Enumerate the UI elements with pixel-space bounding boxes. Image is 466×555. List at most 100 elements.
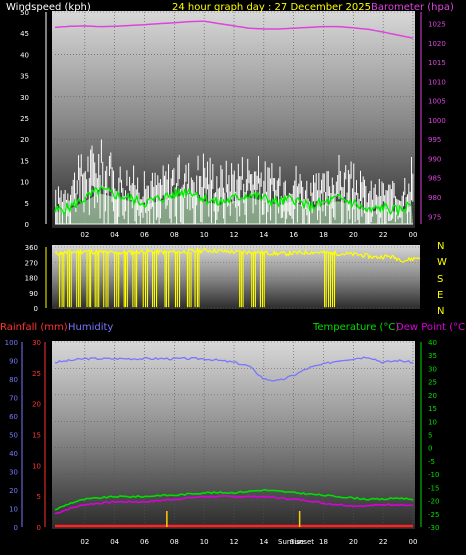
temperature-label: Temperature (°C): [312, 322, 399, 333]
humidity-tick-label: 10: [9, 506, 18, 514]
rain-tick-label: 15: [32, 432, 41, 440]
humidity-tick-label: 70: [9, 395, 18, 403]
baro-tick-label: 1000: [428, 117, 446, 125]
temperature-tick-label: -15: [428, 484, 439, 492]
wind-tick-label: 0: [25, 221, 29, 229]
x-tick-label: 10: [200, 538, 209, 546]
direction-tick-label: 270: [25, 259, 38, 267]
direction-tick-label: 90: [29, 290, 38, 298]
rain-tick-label: 20: [32, 401, 41, 409]
x-tick-label: 08: [170, 231, 179, 239]
temperature-tick-label: 5: [428, 432, 432, 440]
direction-panel-background: [52, 245, 420, 309]
x-tick-label: 22: [379, 538, 388, 546]
x-tick-label: 00: [409, 231, 418, 239]
rain-tick-label: 10: [32, 462, 41, 470]
compass-n-bottom: N: [437, 306, 444, 317]
temperature-tick-label: -30: [428, 524, 439, 532]
humidity-line: [55, 356, 414, 382]
baro-tick-label: 975: [428, 213, 441, 221]
temperature-tick-label: 10: [428, 418, 437, 426]
x-tick-label: 18: [319, 538, 328, 546]
compass-w: W: [437, 257, 447, 268]
x-tick-label: 06: [140, 231, 149, 239]
humidity-tick-label: 60: [9, 413, 18, 421]
baro-tick-label: 1005: [428, 98, 446, 106]
wind-tick-label: 25: [20, 115, 29, 123]
wind-tick-label: 30: [20, 94, 29, 102]
temperature-tick-label: 30: [428, 365, 437, 373]
barometer-label: Barometer (hpa): [371, 2, 454, 13]
rain-tick-label: 25: [32, 370, 41, 378]
x-tick-label: 12: [230, 231, 239, 239]
dewpoint-label: Dew Point (°C): [396, 322, 466, 333]
humidity-tick-label: 30: [9, 469, 18, 477]
sunrise-label: Sunrise: [278, 538, 304, 546]
humidity-tick-label: 100: [5, 339, 18, 347]
temperature-tick-label: 15: [428, 405, 437, 413]
temperature-tick-label: -5: [428, 458, 435, 466]
x-tick-label: 12: [230, 538, 239, 546]
temperature-tick-label: -20: [428, 498, 439, 506]
baro-tick-label: 985: [428, 175, 441, 183]
wind-direction-line: [54, 247, 421, 263]
wind-average-line: [54, 184, 412, 216]
wind-tick-label: 45: [20, 30, 29, 38]
humidity-tick-label: 80: [9, 376, 18, 384]
temperature-tick-label: 25: [428, 379, 437, 387]
humidity-tick-label: 90: [9, 358, 18, 366]
dewpoint-line: [54, 495, 414, 515]
temperature-tick-label: -25: [428, 511, 439, 519]
wind-tick-label: 15: [20, 157, 29, 165]
compass-e: E: [437, 290, 443, 301]
baro-tick-label: 1025: [428, 21, 446, 29]
wind-tick-label: 5: [25, 200, 29, 208]
temperature-line: [54, 488, 414, 511]
x-tick-label: 20: [349, 538, 358, 546]
wind-gust-spikes: [55, 139, 414, 224]
x-tick-label: 20: [349, 231, 358, 239]
direction-tick-label: 0: [34, 305, 38, 313]
direction-tick-label: 360: [25, 244, 38, 252]
x-tick-label: 18: [319, 231, 328, 239]
x-tick-label: 02: [80, 231, 89, 239]
rain-tick-label: 5: [37, 493, 41, 501]
wind-tick-label: 35: [20, 73, 29, 81]
x-tick-label: 08: [170, 538, 179, 546]
x-tick-label: 10: [200, 231, 209, 239]
baro-tick-label: 1020: [428, 40, 446, 48]
temperature-tick-label: 35: [428, 352, 437, 360]
temperature-tick-label: 20: [428, 392, 437, 400]
temperature-tick-label: 40: [428, 339, 437, 347]
windspeed-label: Windspeed (kph): [6, 2, 91, 13]
compass-s: S: [437, 274, 443, 285]
x-tick-label: 00: [409, 538, 418, 546]
baro-tick-label: 995: [428, 136, 441, 144]
rain-tick-label: 30: [32, 339, 41, 347]
humidity-label: Humidity: [68, 322, 113, 333]
graph-title: 24 hour graph day : 27 December 2025: [172, 2, 371, 13]
wind-tick-label: 50: [20, 9, 29, 17]
humidity-tick-label: 40: [9, 450, 18, 458]
temperature-tick-label: 0: [428, 445, 432, 453]
temperature-tick-label: -10: [428, 471, 439, 479]
x-tick-label: 02: [80, 538, 89, 546]
baro-tick-label: 1010: [428, 78, 446, 86]
x-tick-label: 14: [259, 538, 268, 546]
direction-tick-label: 180: [25, 275, 38, 283]
humidity-tick-label: 0: [14, 524, 18, 532]
baro-tick-label: 990: [428, 155, 441, 163]
wind-base-area: [55, 193, 413, 224]
x-tick-label: 22: [379, 231, 388, 239]
baro-tick-label: 1015: [428, 59, 446, 67]
compass-n-top: N: [437, 241, 444, 252]
rainfall-label: Rainfall (mm): [0, 322, 68, 333]
humidity-tick-label: 20: [9, 487, 18, 495]
barometer-line: [54, 20, 414, 39]
humidity-tick-label: 50: [9, 432, 18, 440]
wind-tick-label: 10: [20, 179, 29, 187]
x-tick-label: 04: [110, 231, 119, 239]
x-tick-label: 04: [110, 538, 119, 546]
rain-tick-label: 0: [37, 524, 41, 532]
